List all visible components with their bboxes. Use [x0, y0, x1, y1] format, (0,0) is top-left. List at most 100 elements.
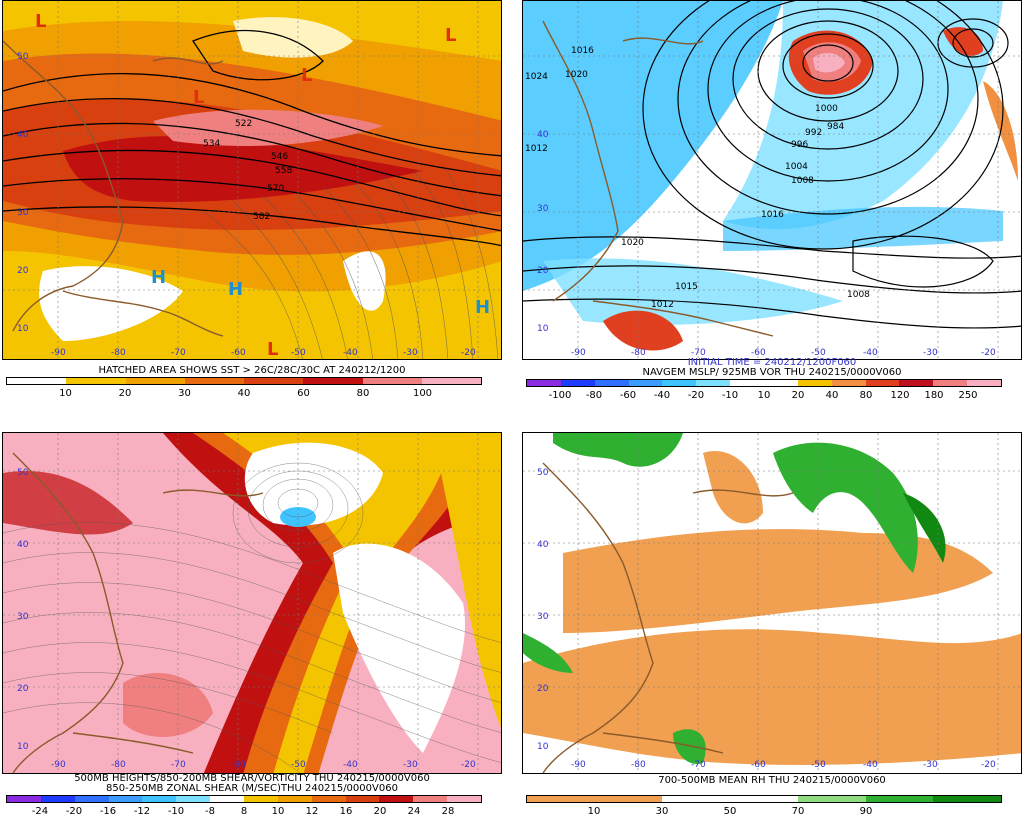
color-bar-swatch: [662, 796, 731, 802]
lon-label: -30: [923, 760, 938, 770]
lon-label: -90: [571, 348, 586, 358]
color-bar-swatch: [108, 796, 143, 802]
panel-caption: NAVGEM MSLP/ 925MB VOR THU 240215/0000V0…: [642, 367, 902, 378]
isobar-label: 992: [805, 128, 822, 138]
lon-label: -30: [403, 348, 418, 358]
color-bar-tick-label: -8: [205, 806, 215, 817]
lon-label: -60: [751, 760, 766, 770]
color-bar-tick-label: 16: [339, 806, 353, 817]
color-bar-swatch: [560, 380, 595, 386]
contour-label: 546: [271, 152, 288, 162]
color-bar-swatch: [527, 380, 561, 386]
color-bar-swatch: [865, 380, 900, 386]
panel-caption-heights: 500MB HEIGHTS/850-200MB SHEAR/VORTICITY …: [74, 773, 430, 784]
color-bar-tick-label: 80: [356, 388, 370, 399]
low-marker: L: [35, 11, 46, 32]
color-bar-tick-label: 12: [305, 806, 319, 817]
color-bar-tick-label: 28: [441, 806, 455, 817]
color-bar-swatch: [447, 796, 482, 802]
color-bar-tick-label: 40: [237, 388, 251, 399]
lon-label: -80: [111, 760, 126, 770]
color-bar-swatch: [244, 796, 278, 802]
color-bar-swatch: [421, 378, 481, 384]
isobar-label: 1024: [525, 72, 548, 82]
lon-label: -70: [691, 760, 706, 770]
isobar-label: 1016: [571, 46, 594, 56]
color-bar-tick-label: 180: [924, 390, 944, 401]
color-bar-tick-label: -10: [167, 806, 185, 817]
map-mean-rh: 50 40 30 20 10 -90 -80 -70 -60 -50 -40 -…: [522, 432, 1022, 774]
color-bar-swatch: [899, 380, 934, 386]
isobar-label: 996: [791, 140, 808, 150]
map-sst-heights: 522 534 546 558 570 582 L L L L L H H H …: [2, 0, 502, 360]
lat-label: 40: [537, 540, 549, 550]
lon-label: -70: [171, 760, 186, 770]
color-bar-swatch: [66, 378, 126, 384]
color-bar-swatch: [362, 378, 422, 384]
color-bar-tick-label: -40: [653, 390, 671, 401]
lat-label: 10: [537, 742, 549, 752]
color-bar-swatch: [764, 380, 798, 386]
lon-label: -50: [811, 348, 826, 358]
color-bar-swatch: [142, 796, 177, 802]
color-bar-tick-label: -12: [133, 806, 151, 817]
color-bar-swatch: [379, 796, 414, 802]
panel-caption: 850-250MB ZONAL SHEAR (M/SEC)THU 240215/…: [106, 783, 398, 794]
low-marker: L: [193, 87, 204, 108]
color-bar-tick-label: 40: [825, 390, 839, 401]
contour-label: 570: [267, 184, 284, 194]
lat-label: 50: [17, 468, 29, 478]
color-bar: [6, 377, 482, 385]
isobar-label: 1000: [815, 104, 838, 114]
color-bar-tick-label: 50: [723, 806, 737, 817]
lon-label: -50: [291, 348, 306, 358]
lon-label: -80: [111, 348, 126, 358]
color-bar-swatch: [210, 796, 245, 802]
lat-label: 10: [17, 324, 29, 334]
high-marker: H: [151, 267, 166, 288]
color-bar-swatch: [933, 380, 968, 386]
color-bar-tick-label: 60: [297, 388, 310, 399]
color-bar-tick-label: 20: [373, 806, 387, 817]
isobar-label: 1012: [525, 144, 548, 154]
lon-label: -90: [571, 760, 586, 770]
color-bar-swatch: [303, 378, 363, 384]
color-bar-swatch: [125, 378, 185, 384]
lon-label: -30: [923, 348, 938, 358]
lat-label: 40: [17, 130, 29, 140]
lat-label: 30: [537, 612, 549, 622]
color-bar-tick-label: 70: [791, 806, 805, 817]
color-bar-swatch: [244, 378, 304, 384]
high-marker: H: [228, 279, 243, 300]
color-bar-tick-label: 10: [587, 806, 601, 817]
lon-label: -20: [461, 348, 476, 358]
color-bar-ticks: -100 -80 -60 -40 -20 -10 10 20 40 80 120 180 250: [526, 390, 1002, 402]
color-bar-tick-label: 80: [859, 390, 873, 401]
lat-label: 30: [537, 204, 549, 214]
low-marker: L: [267, 339, 278, 360]
color-bar-swatch: [594, 796, 663, 802]
isobar-label: 1008: [847, 290, 870, 300]
isobar-label: 1016: [761, 210, 784, 220]
lon-label: -70: [171, 348, 186, 358]
panel-mslp-vorticity: 1016 1020 1024 1012 1000 992 984 996 100…: [522, 0, 1022, 410]
color-bar-ticks: 10 30 50 70 90: [526, 806, 1002, 818]
color-bar-tick-label: 10: [757, 390, 771, 401]
lon-label: -60: [751, 348, 766, 358]
lat-label: 20: [17, 684, 29, 694]
color-bar-tick-label: 30: [655, 806, 669, 817]
panel-heights-shear: 50 40 30 20 10 -90 -80 -70 -60 -50 -40 -…: [2, 432, 502, 819]
lon-label: -40: [343, 348, 358, 358]
lat-label: 20: [537, 684, 549, 694]
color-bar-swatch: [865, 796, 934, 802]
isobar-label: 1012: [651, 300, 674, 310]
color-bar-tick-label: 100: [412, 388, 433, 399]
contour-label: 582: [253, 212, 270, 222]
lat-label: 50: [17, 52, 29, 62]
lat-label: 40: [537, 130, 549, 140]
lon-label: -60: [231, 760, 246, 770]
lat-label: 20: [537, 266, 549, 276]
low-marker: L: [445, 25, 456, 46]
color-bar-swatch: [311, 796, 346, 802]
color-bar-tick-label: -80: [585, 390, 603, 401]
